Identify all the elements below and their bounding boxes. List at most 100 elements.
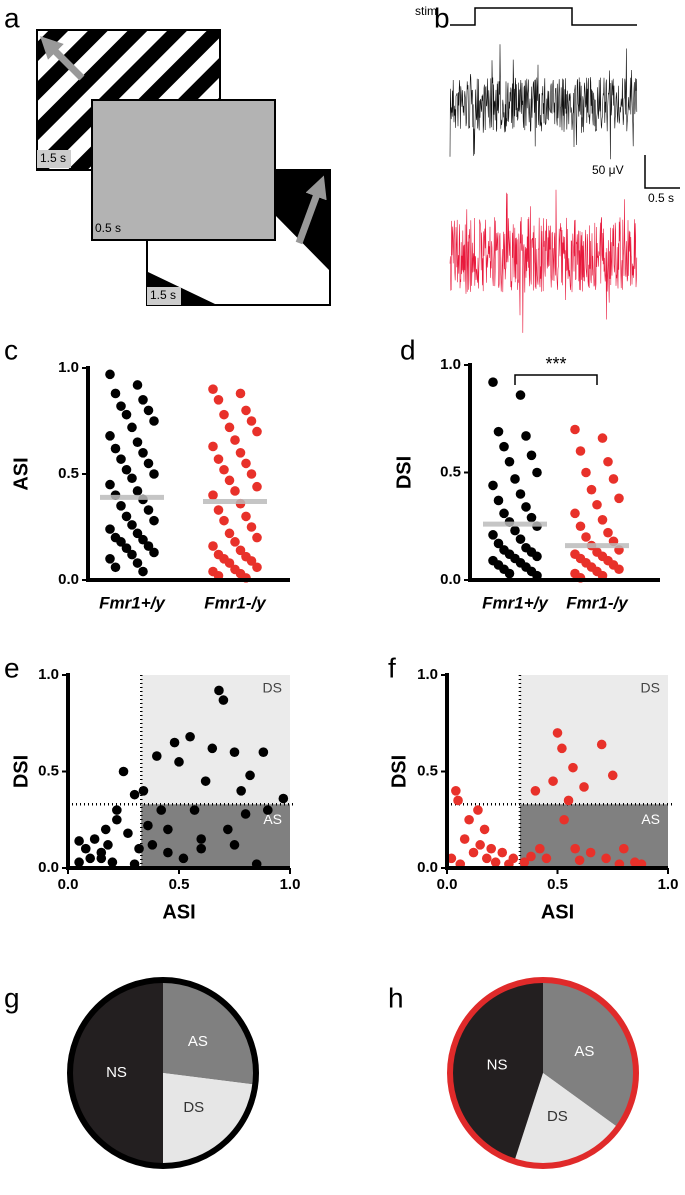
data-point — [185, 731, 195, 742]
direction-arrow — [40, 36, 85, 81]
data-point — [570, 508, 580, 519]
pie-slice — [163, 980, 256, 1085]
trace — [449, 189, 638, 333]
data-point — [601, 853, 611, 864]
data-point — [143, 541, 154, 551]
data-point — [196, 843, 206, 854]
data-point — [493, 538, 504, 549]
data-point — [493, 426, 504, 437]
data-point — [459, 834, 470, 844]
data-point — [105, 369, 115, 380]
scale-amplitude: 50 μV — [592, 163, 624, 177]
data-point — [138, 448, 148, 458]
data-point — [246, 522, 257, 532]
panel-letter: d — [400, 334, 416, 365]
data-point — [570, 843, 580, 854]
data-point — [521, 431, 531, 441]
x-tick-label: Fmr1-/y — [204, 593, 267, 612]
data-point — [132, 558, 143, 568]
data-point — [468, 847, 479, 858]
x-tick-label: 0.5 — [169, 876, 190, 893]
significance-bracket — [514, 374, 598, 385]
label-box — [147, 287, 181, 305]
slice-label: DS — [183, 1099, 204, 1116]
x-tick-label: 0.0 — [58, 876, 79, 893]
y-tick-label: 0.5 — [417, 762, 438, 779]
y-tick-label: 0.0 — [417, 859, 438, 876]
data-point — [143, 820, 153, 831]
data-point — [138, 395, 148, 405]
data-point — [535, 843, 545, 854]
data-point — [608, 474, 619, 484]
data-point — [224, 422, 235, 433]
data-point — [473, 805, 483, 815]
data-point — [252, 426, 262, 437]
data-point — [258, 747, 269, 757]
panel-letter: g — [4, 982, 20, 1013]
label-box — [37, 150, 71, 168]
data-point — [510, 474, 520, 484]
data-point — [196, 834, 206, 844]
data-point — [169, 737, 180, 748]
x-axis-label: ASI — [162, 901, 195, 923]
y-tick-label: 0.5 — [440, 463, 461, 480]
data-point — [110, 443, 121, 454]
data-point — [134, 843, 144, 854]
data-point — [575, 446, 586, 456]
slice-label: NS — [487, 1057, 508, 1074]
data-point — [219, 409, 229, 420]
data-point — [74, 857, 84, 868]
data-point — [208, 490, 218, 501]
data-point — [481, 853, 492, 864]
data-point — [127, 520, 137, 530]
x-tick-label: Fmr1+/y — [99, 593, 166, 612]
panel-letter: b — [434, 2, 450, 33]
data-point — [149, 515, 159, 526]
data-point — [178, 853, 189, 864]
data-point — [152, 751, 162, 761]
data-point — [596, 739, 607, 750]
data-point — [156, 805, 167, 815]
data-point — [138, 534, 148, 545]
data-point — [614, 564, 624, 575]
data-point — [278, 793, 289, 804]
data-point — [504, 456, 515, 467]
data-point — [603, 527, 613, 538]
pie-border — [67, 977, 259, 1169]
data-point — [592, 499, 602, 510]
data-point — [132, 380, 143, 390]
x-tick-label: Fmr1-/y — [566, 593, 629, 612]
pie-slice — [163, 1073, 256, 1166]
data-point — [490, 857, 501, 868]
data-point — [208, 384, 218, 395]
data-point — [252, 562, 262, 573]
x-tick-label: 1.0 — [658, 876, 679, 893]
data-point — [586, 484, 597, 495]
data-point — [163, 847, 173, 858]
stim-label: stim — [415, 4, 437, 18]
y-tick-label: 0.5 — [58, 465, 79, 482]
data-point — [213, 454, 224, 464]
data-point — [200, 776, 211, 786]
data-point — [116, 454, 126, 464]
data-point — [89, 834, 100, 844]
data-point — [213, 395, 224, 405]
data-point — [548, 776, 558, 786]
trace — [449, 44, 638, 160]
data-point — [105, 431, 115, 441]
data-point — [127, 473, 137, 484]
pie-slice — [514, 1073, 619, 1166]
data-point — [189, 805, 200, 815]
data-point — [508, 853, 519, 864]
data-point — [230, 537, 240, 547]
panel-letter: c — [4, 334, 18, 365]
data-point — [479, 824, 490, 835]
data-point — [568, 762, 578, 773]
data-point — [121, 543, 132, 553]
frame — [91, 99, 276, 241]
stim-trace — [450, 7, 637, 26]
slice-label: AS — [188, 1033, 208, 1050]
data-point — [597, 515, 608, 525]
y-axis-label: DSI — [393, 456, 415, 489]
